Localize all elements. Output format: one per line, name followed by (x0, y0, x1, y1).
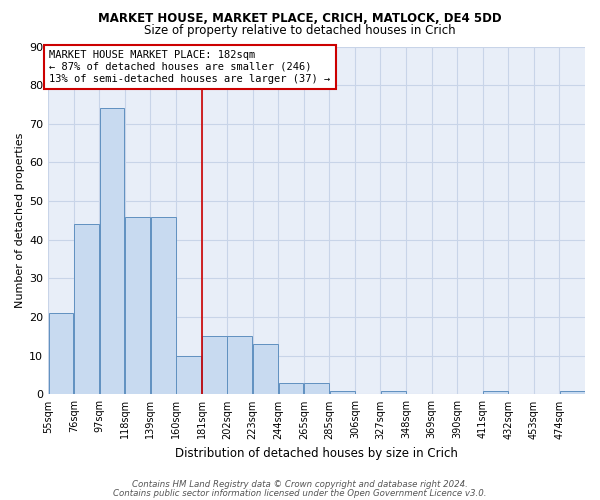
Text: MARKET HOUSE MARKET PLACE: 182sqm
← 87% of detached houses are smaller (246)
13%: MARKET HOUSE MARKET PLACE: 182sqm ← 87% … (49, 50, 331, 84)
Bar (176, 356, 201, 395)
Bar (202, 336, 227, 394)
Text: Contains public sector information licensed under the Open Government Licence v3: Contains public sector information licen… (113, 489, 487, 498)
X-axis label: Distribution of detached houses by size in Crich: Distribution of detached houses by size … (175, 447, 458, 460)
Text: MARKET HOUSE, MARKET PLACE, CRICH, MATLOCK, DE4 5DD: MARKET HOUSE, MARKET PLACE, CRICH, MATLO… (98, 12, 502, 26)
Bar (227, 336, 252, 394)
Bar (381, 390, 406, 394)
Text: Contains HM Land Registry data © Crown copyright and database right 2024.: Contains HM Land Registry data © Crown c… (132, 480, 468, 489)
Bar (304, 383, 329, 394)
Bar (74, 224, 99, 394)
Bar (483, 390, 508, 394)
Bar (151, 216, 176, 394)
Bar (49, 313, 73, 394)
Bar (560, 390, 584, 394)
Y-axis label: Number of detached properties: Number of detached properties (15, 133, 25, 308)
Text: Size of property relative to detached houses in Crich: Size of property relative to detached ho… (144, 24, 456, 37)
Bar (253, 344, 278, 395)
Bar (278, 383, 304, 394)
Bar (125, 216, 150, 394)
Bar (100, 108, 124, 395)
Bar (330, 390, 355, 394)
